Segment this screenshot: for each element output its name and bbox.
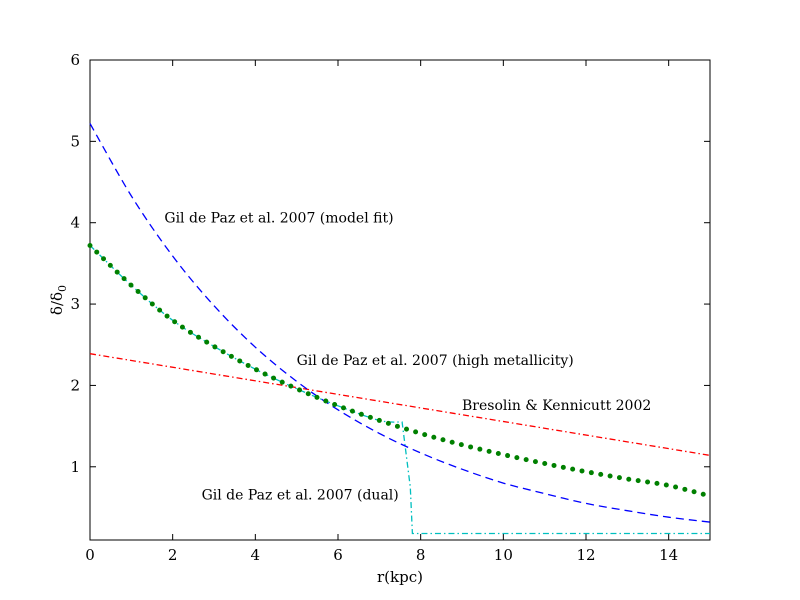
x-axis-label: r(kpc) <box>377 568 423 586</box>
y-axis-label: δ/δ0 <box>48 285 69 315</box>
y-tick-label: 1 <box>70 458 80 476</box>
y-tick-label: 6 <box>70 51 80 69</box>
annotation-label: Bresolin & Kennicutt 2002 <box>462 398 651 414</box>
series-line-gil-de-paz-et-al-2007-dual <box>89 245 710 535</box>
x-tick-label: 8 <box>416 546 426 564</box>
x-tick-label: 0 <box>85 546 95 564</box>
annotation-group: Gil de Paz et al. 2007 (model fit) Gil de… <box>164 211 651 504</box>
x-tick-label: 2 <box>168 546 178 564</box>
y-tick-label: 4 <box>70 214 80 232</box>
series-line-gil-de-paz-et-al-2007-model-fit <box>89 123 711 523</box>
annotation-label: Gil de Paz et al. 2007 (model fit) <box>164 211 393 227</box>
annotation-label: Gil de Paz et al. 2007 (high metallicity… <box>297 353 574 369</box>
y-tick-label: 3 <box>70 295 80 313</box>
plot-frame <box>89 59 711 541</box>
x-tick-label: 6 <box>333 546 343 564</box>
y-axis-label-subscript: 0 <box>56 285 69 292</box>
x-tick-label: 12 <box>576 546 595 564</box>
series-group <box>87 123 713 535</box>
y-tick-label: 5 <box>70 132 80 150</box>
annotation-label: Gil de Paz et al. 2007 (dual) <box>202 487 399 503</box>
x-tick-label: 14 <box>659 546 678 564</box>
series-line-gil-de-paz-et-al-2007-high-metallicity <box>87 243 713 499</box>
x-tick-label: 4 <box>251 546 261 564</box>
y-tick-label: 2 <box>70 376 80 394</box>
y-axis-label-main: δ/δ <box>48 292 66 315</box>
series-line-bresolin-kennicutt-2002 <box>89 353 711 457</box>
x-tick-label: 10 <box>494 546 513 564</box>
